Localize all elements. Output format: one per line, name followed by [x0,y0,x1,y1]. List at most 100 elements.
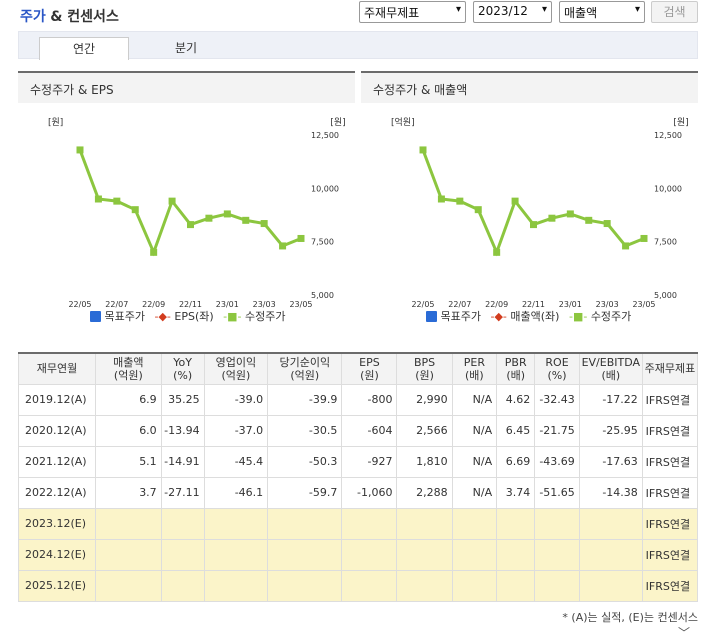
legend-marker-price: -■- [568,309,588,323]
x-tick-label: 22/05 [411,300,434,309]
table-cell: 6.45 [496,414,536,447]
legend-sales: 목표주가 -◆- 매출액(좌) -■- 수정주가 [426,308,631,324]
price-point[interactable] [205,214,213,222]
x-tick-label: 23/01 [216,300,239,309]
column-header: 영업이익 (억원) [203,352,269,385]
x-tick-label: 23/03 [253,300,276,309]
price-point[interactable] [150,248,158,256]
period-select[interactable]: 2023/12 ▾ [473,1,552,23]
price-series-line [78,149,302,257]
price-point[interactable] [566,210,574,218]
price-point[interactable] [113,197,121,205]
table-cell: 2022.12(A) [18,476,96,509]
table-row: 2024.12(E) IFRS연결 [18,538,699,571]
table-cell: IFRS연결 [641,414,699,447]
statement-type-select[interactable]: 주재무제표 ▾ [359,1,466,23]
price-point[interactable] [530,221,537,229]
right-axis-unit: [원] [330,117,345,128]
table-cell [451,569,498,602]
tab-quarterly[interactable]: 분기 [174,41,198,55]
price-point[interactable] [297,234,305,242]
price-point[interactable] [603,220,611,228]
footnote: * (A)는 실적, (E)는 컨센서스 [562,611,698,624]
table-cell: 2,566 [396,414,453,447]
x-tick-label: 22/09 [485,300,508,309]
column-header: 당기순이익 (억원) [267,352,343,385]
column-header: ROE (%) [534,352,580,385]
table-cell [396,569,453,602]
table-cell: -14.38 [578,476,643,509]
chevron-down-icon[interactable]: ﹀ [678,626,691,640]
panel-title: 수정주가 & EPS [18,73,355,103]
table-cell [94,538,162,571]
table-cell [203,507,269,540]
table-cell: 2023.12(E) [18,507,96,540]
legend-eps: 목표주가 -◆- EPS(좌) -■- 수정주가 [90,308,286,324]
x-tick-label: 23/03 [596,300,619,309]
table-cell [94,507,162,540]
x-tick-label: 23/05 [632,300,655,309]
chevron-down-icon: ▾ [541,4,547,15]
table-cell [267,538,343,571]
table-header-row: 재무연월 매출액 (억원) YoY (%) 영업이익 (억원) 당기순이익 (억원) EPS (원)… [18,352,699,385]
table-cell: 2024.12(E) [18,538,96,571]
price-point[interactable] [622,242,630,250]
table-cell: -37.0 [203,414,269,447]
table-cell [94,569,162,602]
price-point[interactable] [223,210,231,218]
price-point[interactable] [419,146,427,154]
panel-title: 수정주가 & 매출액 [361,73,698,103]
price-point[interactable] [279,242,287,250]
column-header: PER (배) [451,352,498,385]
price-point[interactable] [168,197,176,205]
table-cell [203,569,269,602]
table-cell: -13.94 [160,414,205,447]
table-cell: 3.7 [94,476,162,509]
table-row: 2021.12(A) 5.1 -14.91 -45.4 -50.3 -927 1,810 N/… [18,445,699,478]
price-point[interactable] [493,248,501,256]
table-cell: -30.5 [267,414,343,447]
price-point[interactable] [548,214,556,222]
search-button[interactable]: 검색 [651,1,698,23]
column-header: 매출액 (억원) [94,352,162,385]
table-cell: 5.1 [94,445,162,478]
price-point[interactable] [640,234,648,242]
price-point[interactable] [76,146,84,154]
table-cell [341,569,398,602]
table-cell [534,569,580,602]
column-header: EV/EBITDA (배) [578,352,643,385]
tab-annual[interactable]: 연간 [39,37,129,60]
price-point[interactable] [437,195,445,203]
x-tick-label: 23/05 [289,300,312,309]
x-tick-label: 23/01 [559,300,582,309]
table-cell: IFRS연결 [641,507,699,540]
price-point[interactable] [456,197,464,205]
left-axis-unit: [억원] [391,116,415,128]
table-cell: -21.75 [534,414,580,447]
page-title: 주가 & 컨센서스 [20,9,119,25]
legend-swatch-target [426,310,437,322]
y-tick-label: 10,000 [311,184,339,193]
table-cell: -32.43 [534,383,580,416]
price-point[interactable] [474,206,482,214]
price-point[interactable] [511,197,519,205]
table-cell: N/A [451,476,498,509]
price-point[interactable] [131,206,139,214]
table-cell: N/A [451,414,498,447]
price-eps-chart: [원] [원] 12,500 10,000 7,500 5,000 22/05 22/07 22… [48,117,346,309]
left-axis-unit: [원] [48,117,63,128]
table-cell [160,538,205,571]
price-point[interactable] [585,216,593,224]
table-cell: IFRS연결 [641,476,699,509]
price-point[interactable] [187,221,194,229]
table-cell: IFRS연결 [641,383,699,416]
price-point[interactable] [94,195,102,203]
metric-select[interactable]: 매출액 ▾ [559,1,645,23]
table-cell: 35.25 [160,383,205,416]
price-point[interactable] [242,216,250,224]
table-cell [396,538,453,571]
table-cell: 2021.12(A) [18,445,96,478]
y-tick-label: 5,000 [654,291,677,300]
price-point[interactable] [260,220,268,228]
x-tick-label: 22/05 [68,300,91,309]
